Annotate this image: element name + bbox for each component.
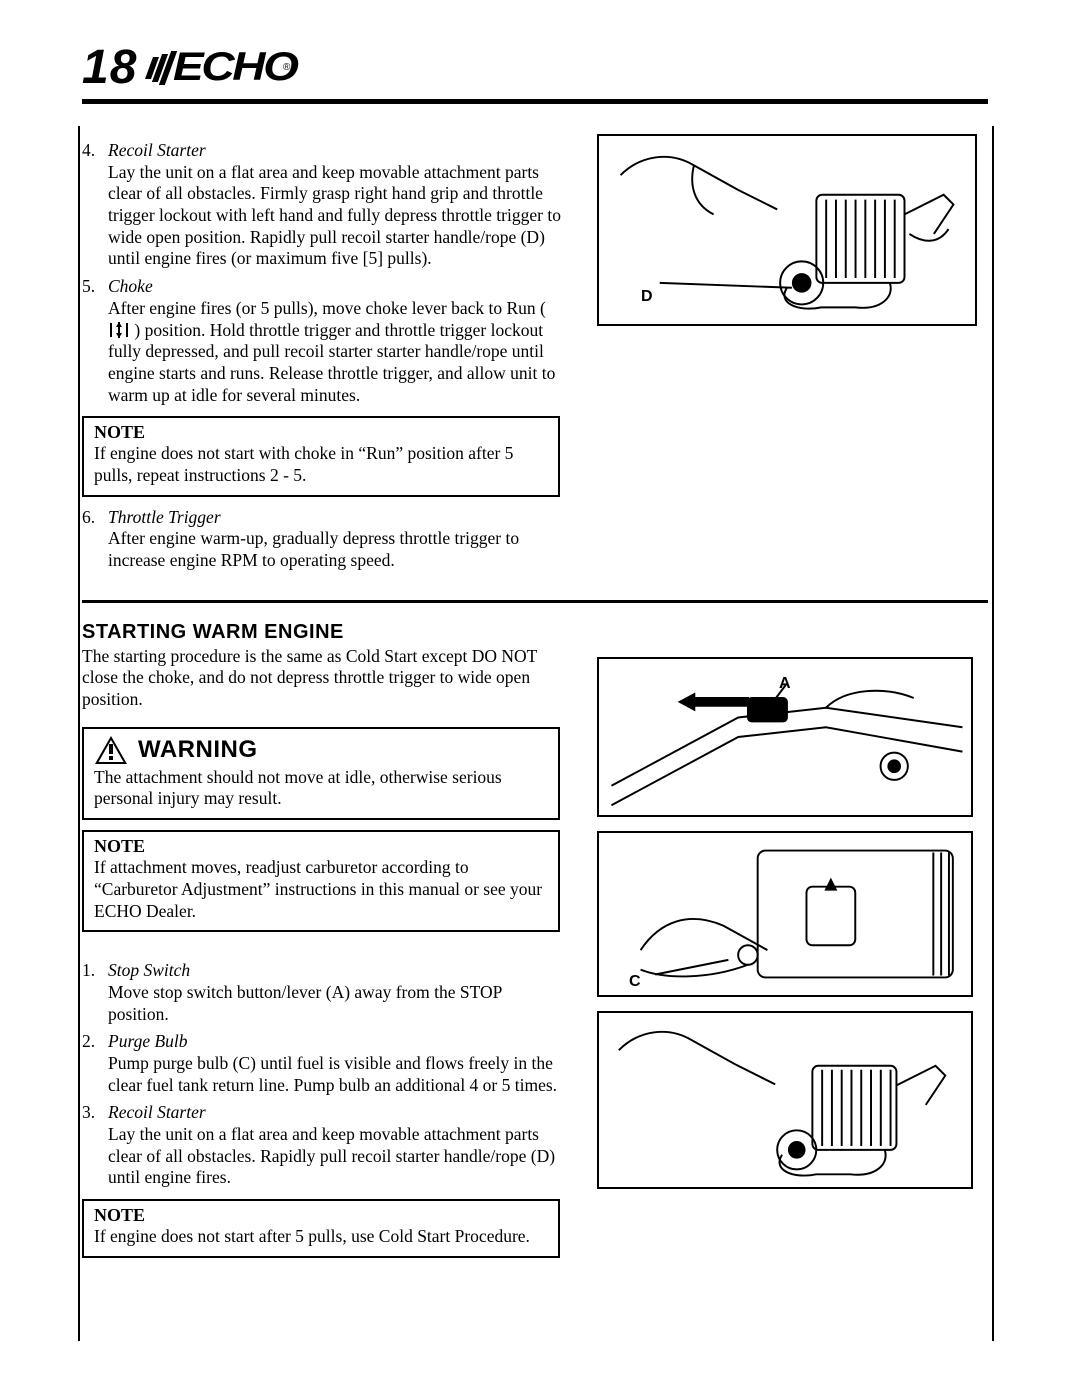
- warm-section: STARTING WARM ENGINE The starting proced…: [82, 615, 988, 1268]
- purge-bulb-illustration-icon: [599, 833, 971, 995]
- warm-step-1-title: Stop Switch: [108, 960, 190, 980]
- note-bottom-title: NOTE: [94, 1205, 548, 1226]
- step-5-text-post: ) position. Hold throttle trigger and th…: [108, 320, 555, 405]
- brand-logo: ECHO ®: [149, 47, 290, 89]
- warm-step-3-title: Recoil Starter: [108, 1102, 206, 1122]
- step-5-text-pre: After engine fires (or 5 pulls), move ch…: [108, 298, 546, 318]
- figure-a-label: A: [779, 675, 791, 693]
- note-bottom-text: If engine does not start after 5 pulls, …: [94, 1226, 548, 1248]
- warm-step-1-text: Move stop switch button/lever (A) away f…: [108, 982, 502, 1024]
- note-mid-title: NOTE: [94, 836, 548, 857]
- step-6-text: After engine warm-up, gradually depress …: [108, 528, 519, 570]
- warm-step-2-number: 2.: [82, 1031, 104, 1053]
- warning-text: The attachment should not move at idle, …: [94, 767, 548, 810]
- figure-d-label: D: [641, 288, 653, 306]
- warm-step-2: 2. Purge Bulb Pump purge bulb (C) until …: [82, 1031, 577, 1096]
- figure-purge-c: C: [597, 831, 973, 997]
- section-intro: The starting procedure is the same as Co…: [82, 646, 577, 711]
- header-divider: [82, 99, 988, 104]
- figure-c-label: C: [629, 973, 641, 991]
- note-top-text: If engine does not start with choke in “…: [94, 443, 548, 486]
- warm-step-3-number: 3.: [82, 1102, 104, 1124]
- step-6: 6. Throttle Trigger After engine warm-up…: [82, 507, 577, 572]
- page-left-rule: [78, 126, 80, 1341]
- step-6-number: 6.: [82, 507, 104, 529]
- warm-step-2-text: Pump purge bulb (C) until fuel is visibl…: [108, 1053, 557, 1095]
- top-section: 4. Recoil Starter Lay the unit on a flat…: [82, 134, 988, 578]
- warm-step-2-title: Purge Bulb: [108, 1031, 188, 1051]
- warm-step-1-number: 1.: [82, 960, 104, 982]
- top-left-column: 4. Recoil Starter Lay the unit on a flat…: [82, 134, 577, 578]
- engine-pull-illustration-icon: [599, 136, 975, 324]
- warm-step-3: 3. Recoil Starter Lay the unit on a flat…: [82, 1102, 577, 1189]
- warning-box: WARNING The attachment should not move a…: [82, 727, 560, 820]
- figure-engine-d-bottom: [597, 1011, 973, 1189]
- warning-title: WARNING: [138, 736, 258, 764]
- step-4: 4. Recoil Starter Lay the unit on a flat…: [82, 140, 577, 270]
- figure-engine-d-top: D: [597, 134, 977, 326]
- warm-step-3-text: Lay the unit on a flat area and keep mov…: [108, 1124, 555, 1187]
- section-divider: [82, 600, 988, 603]
- note-top: NOTE If engine does not start with choke…: [82, 416, 560, 496]
- engine-pull-illustration-2-icon: [599, 1013, 971, 1187]
- note-top-title: NOTE: [94, 422, 548, 443]
- step-6-title: Throttle Trigger: [108, 507, 221, 527]
- note-mid-text: If attachment moves, readjust carburetor…: [94, 857, 548, 922]
- step-4-text: Lay the unit on a flat area and keep mov…: [108, 162, 561, 269]
- step-5-number: 5.: [82, 276, 104, 298]
- step-5: 5. Choke After engine fires (or 5 pulls)…: [82, 276, 577, 406]
- warm-step-1: 1. Stop Switch Move stop switch button/l…: [82, 960, 577, 1025]
- note-mid: NOTE If attachment moves, readjust carbu…: [82, 830, 560, 932]
- figure-switch-a: A: [597, 657, 973, 817]
- choke-run-icon: [108, 321, 130, 339]
- page-right-rule: [992, 126, 994, 1341]
- brand-text: ECHO: [173, 45, 297, 90]
- warm-right-column: A: [597, 615, 977, 1203]
- step-5-text: After engine fires (or 5 pulls), move ch…: [108, 298, 555, 405]
- note-bottom: NOTE If engine does not start after 5 pu…: [82, 1199, 560, 1258]
- step-5-title: Choke: [108, 276, 153, 296]
- section-title: STARTING WARM ENGINE: [82, 621, 577, 644]
- page-header: 18 ECHO ®: [82, 40, 988, 95]
- top-right-column: D: [597, 134, 977, 340]
- step-4-number: 4.: [82, 140, 104, 162]
- warm-left-column: STARTING WARM ENGINE The starting proced…: [82, 615, 577, 1268]
- page-number: 18: [82, 40, 137, 95]
- warning-triangle-icon: [94, 735, 128, 765]
- manual-page: 18 ECHO ® 4. Recoil Starter Lay the unit…: [0, 0, 1080, 1381]
- step-4-title: Recoil Starter: [108, 140, 206, 160]
